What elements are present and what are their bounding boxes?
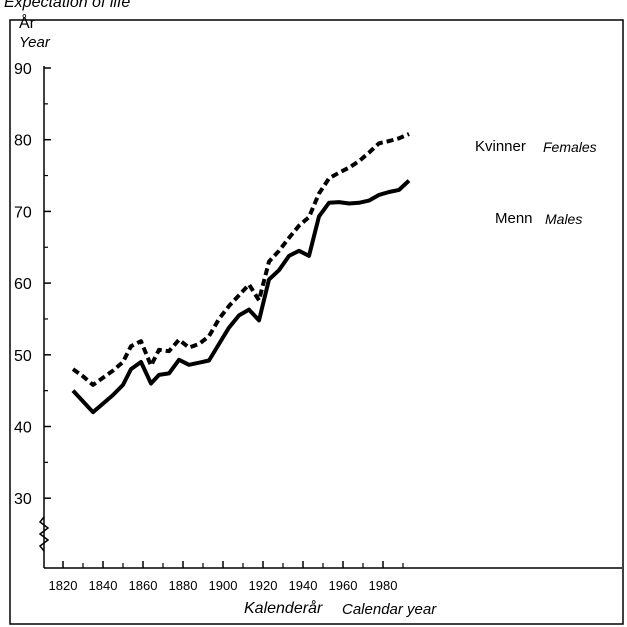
y-tick-label-70: 70 [14, 204, 32, 221]
x-axis-label-alt: Calendar year [342, 601, 437, 618]
y-tick-label-30: 30 [14, 491, 32, 508]
x-tick-label-1820: 1820 [49, 578, 78, 593]
y-tick-label-40: 40 [14, 420, 32, 437]
y-tick-label-80: 80 [14, 133, 32, 150]
x-tick-label-1920: 1920 [249, 578, 278, 593]
series-label-males-alt: Males [545, 211, 583, 227]
series-label-males: Menn [495, 210, 533, 227]
y-axis-label: År [19, 15, 35, 32]
series-label-females-alt: Females [543, 139, 597, 155]
y-tick-label-50: 50 [14, 348, 32, 365]
y-axis-break [38, 516, 50, 552]
x-tick-label-1880: 1880 [169, 578, 198, 593]
y-axis-label-alt: Year [19, 34, 50, 51]
y-tick-label-60: 60 [14, 276, 32, 293]
y-tick-label-90: 90 [14, 61, 32, 78]
x-tick-label-1940: 1940 [289, 578, 318, 593]
page-title: Expectation of life [4, 0, 131, 11]
series-label-females: Kvinner [475, 138, 526, 155]
x-tick-label-1960: 1960 [329, 578, 358, 593]
series-line-females [71, 132, 410, 387]
x-tick-label-1860: 1860 [129, 578, 158, 593]
x-axis-label: Kalenderår [244, 600, 323, 617]
series-line-males [71, 179, 411, 415]
x-tick-label-1900: 1900 [209, 578, 238, 593]
x-tick-label-1980: 1980 [369, 578, 398, 593]
chart-frame [9, 19, 624, 625]
x-tick-label-1840: 1840 [89, 578, 118, 593]
